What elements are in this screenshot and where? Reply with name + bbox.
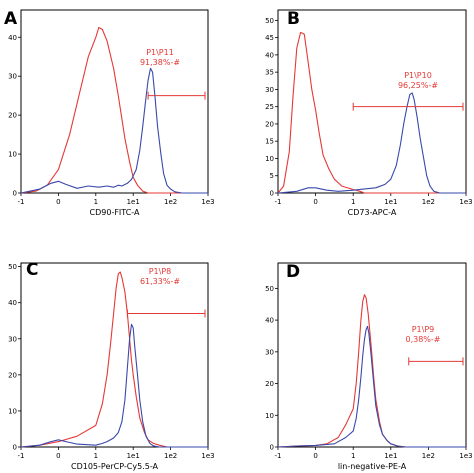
x-tick-label-a: 0	[56, 198, 60, 206]
x-tick-label-b: 1e2	[422, 198, 435, 206]
x-tick-label-c: 1e3	[201, 452, 214, 460]
x-tick-label-c: 0	[56, 452, 60, 460]
histogram-series-a-control	[20, 26, 208, 194]
y-tick-label-c: 0	[13, 444, 17, 452]
plot-frame-d	[277, 262, 467, 448]
y-tick-label-c: 30	[8, 335, 17, 343]
y-tick-label-d: 10	[265, 412, 274, 420]
histogram-series-c-control	[20, 271, 208, 448]
y-tick-label-a: 10	[8, 151, 17, 159]
y-tick-label-a: 0	[13, 190, 17, 198]
plot-frame-b	[277, 9, 467, 194]
y-tick-label-d: 20	[265, 380, 274, 388]
y-tick-label-b: 50	[265, 17, 274, 25]
gate-name-d: P1\P9	[412, 325, 435, 334]
panel-letter-b: B	[287, 9, 300, 29]
x-axis-label-c: CD105-PerCP-Cy5.5-A	[71, 462, 159, 471]
y-tick-label-b: 5	[270, 172, 274, 180]
y-tick-label-a: 30	[8, 73, 17, 81]
y-tick-label-d: 40	[265, 317, 274, 325]
gate-name-b: P1\P10	[404, 71, 432, 80]
gate-percent-d: 0,38%-#	[405, 335, 440, 344]
x-axis-label-d: lin-negative-PE-A	[338, 462, 407, 471]
x-tick-label-b: 1e3	[459, 198, 472, 206]
y-tick-label-d: 50	[265, 285, 274, 293]
x-tick-label-d: 1e1	[384, 452, 397, 460]
gate-percent-c: 61,33%-#	[140, 277, 180, 286]
x-tick-label-d: 1e2	[422, 452, 435, 460]
x-tick-label-b: 0	[313, 198, 317, 206]
x-tick-label-c: -1	[18, 452, 25, 460]
x-tick-label-a: 1e2	[164, 198, 177, 206]
panel-letter-c: C	[26, 260, 38, 280]
y-tick-label-d: 30	[265, 348, 274, 356]
gate-name-c: P1\P8	[149, 267, 172, 276]
plot-frame-a	[20, 9, 209, 194]
y-tick-label-b: 15	[265, 138, 274, 146]
x-tick-label-a: 1e1	[127, 198, 140, 206]
histogram-series-b-control	[277, 31, 466, 194]
x-axis-label-a: CD90-FITC-A	[90, 208, 140, 217]
histogram-series-c-stained	[20, 323, 208, 448]
y-tick-label-b: 10	[265, 155, 274, 163]
gate-name-a: P1\P11	[146, 48, 174, 57]
x-tick-label-c: 1	[94, 452, 98, 460]
y-tick-label-c: 40	[8, 299, 17, 307]
x-tick-label-c: 1e2	[164, 452, 177, 460]
panel-letter-d: D	[286, 262, 300, 282]
x-tick-label-d: 0	[313, 452, 317, 460]
histogram-series-d-stained	[277, 325, 466, 448]
x-tick-label-d: 1	[351, 452, 355, 460]
gate-percent-b: 96,25%-#	[398, 81, 438, 90]
x-tick-label-d: -1	[275, 452, 282, 460]
x-tick-label-b: 1	[351, 198, 355, 206]
x-tick-label-c: 1e1	[127, 452, 140, 460]
x-tick-label-b: 1e1	[384, 198, 397, 206]
y-tick-label-c: 10	[8, 407, 17, 415]
x-tick-label-a: -1	[18, 198, 25, 206]
y-tick-label-b: 30	[265, 86, 274, 94]
x-tick-label-d: 1e3	[459, 452, 472, 460]
y-tick-label-c: 20	[8, 371, 17, 379]
histogram-series-a-stained	[20, 67, 208, 194]
histogram-series-b-stained	[277, 92, 466, 194]
y-tick-label-a: 20	[8, 112, 17, 120]
gate-percent-a: 91,38%-#	[140, 58, 180, 67]
y-tick-label-b: 25	[265, 103, 274, 111]
x-axis-label-b: CD73-APC-A	[348, 208, 397, 217]
y-tick-label-b: 40	[265, 51, 274, 59]
y-tick-label-b: 45	[265, 34, 274, 42]
x-tick-label-a: 1e3	[201, 198, 214, 206]
y-tick-label-c: 50	[8, 263, 17, 271]
panel-letter-a: A	[4, 9, 18, 29]
plot-frame-c	[20, 262, 209, 448]
y-tick-label-b: 35	[265, 69, 274, 77]
y-tick-label-b: 20	[265, 120, 274, 128]
x-tick-label-a: 1	[94, 198, 98, 206]
y-tick-label-d: 0	[270, 444, 274, 452]
y-tick-label-b: 0	[270, 190, 274, 198]
y-tick-label-a: 40	[8, 34, 17, 42]
x-tick-label-b: -1	[275, 198, 282, 206]
